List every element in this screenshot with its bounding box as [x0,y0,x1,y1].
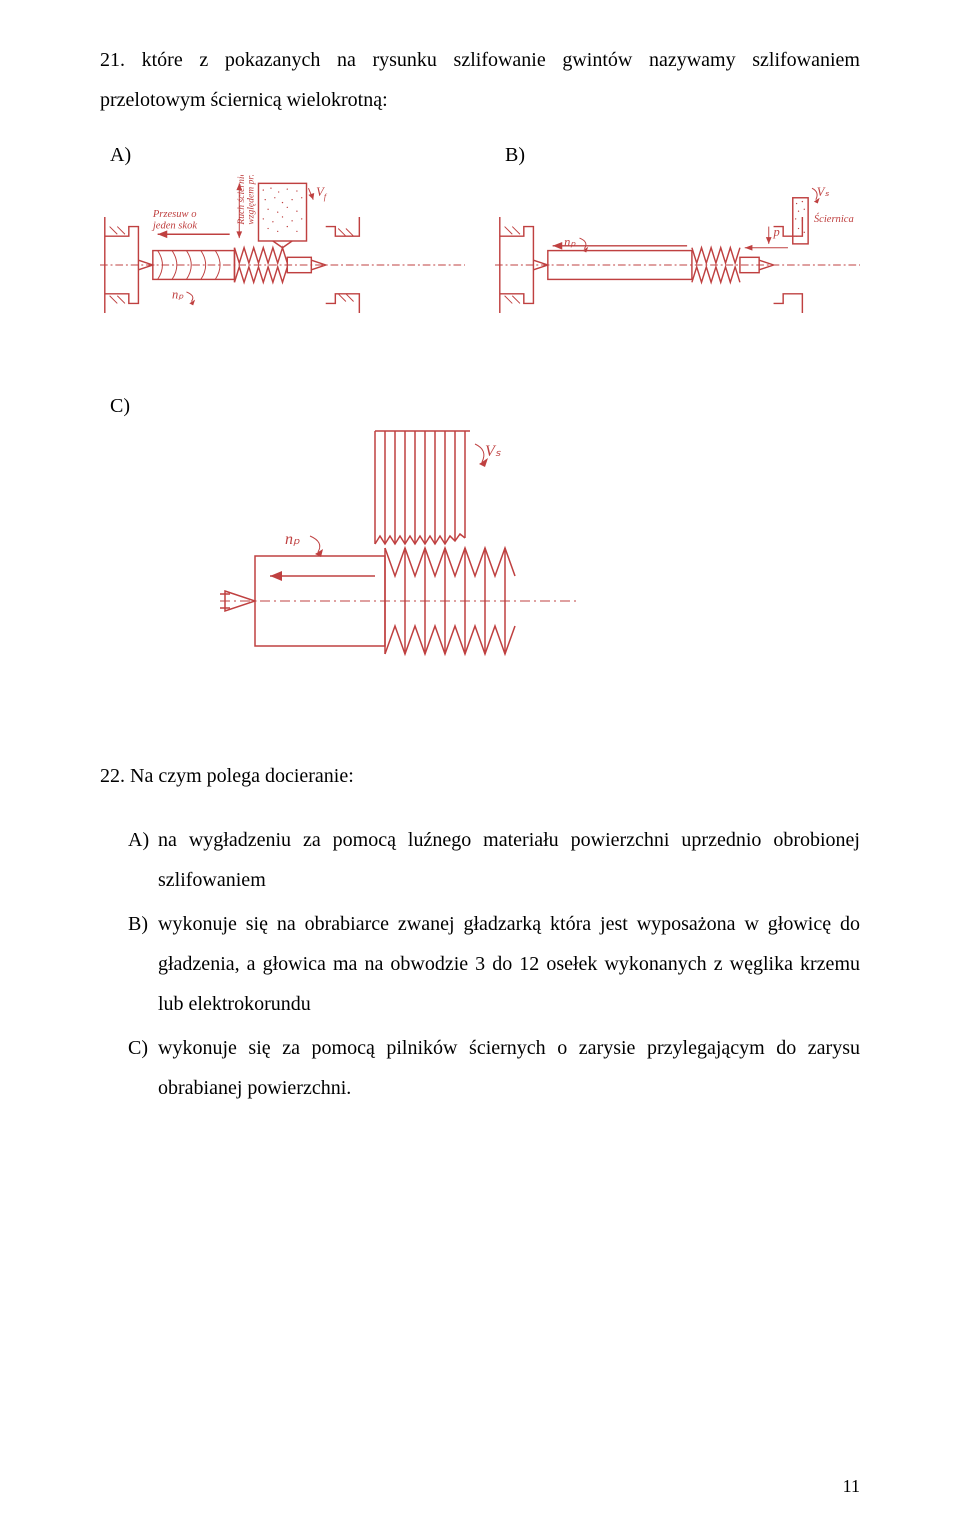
fig-b-vs: Vₛ [817,185,830,199]
page-container: 21. które z pokazanych na rysunku szlifo… [0,0,960,1537]
figure-a-label: A) [110,144,465,167]
fig-a-ruch2: względem przedm. [246,175,257,225]
figure-b-box: B) nₚ [495,144,860,355]
fig-c-vs: Vₛ [485,443,502,460]
fig-a-jeden: jeden skok [151,221,198,232]
q22-answers: A) na wygładzeniu za pomocą luźnego mate… [100,820,860,1108]
figures-row-ab: A) nₚ [100,144,860,355]
figure-a-diagram: nₚ Przesuw o jeden skok [100,175,465,355]
figure-c-diagram: nₚ [220,426,580,706]
q22-text: 22. Na czym polega docieranie: [100,756,860,796]
answer-marker: C) [128,1028,158,1108]
page-number: 11 [843,1476,860,1497]
fig-a-np: nₚ [172,288,184,302]
fig-b-sciernica: Ściernica [814,213,854,225]
answer-text: na wygładzeniu za pomocą luźnego materia… [158,820,860,900]
svg-text:f: f [324,192,328,202]
fig-b-p: p [773,225,780,239]
answer-marker: B) [128,904,158,1024]
fig-c-np: nₚ [285,531,300,548]
q22-body: Na czym polega docieranie: [130,765,354,787]
q22-answer-c: C) wykonuje się za pomocą pilników ścier… [128,1028,860,1108]
q22-answer-a: A) na wygładzeniu za pomocą luźnego mate… [128,820,860,900]
figure-a-box: A) nₚ [100,144,465,355]
q22-number: 22. [100,765,125,787]
q21-number: 21. [100,49,125,71]
figure-c-row: C) nₚ [100,395,860,706]
answer-text: wykonuje się za pomocą pilników ściernyc… [158,1028,860,1108]
fig-a-przesuw: Przesuw o [152,209,197,220]
figure-b-diagram: nₚ [495,175,860,355]
q21-body: które z pokazanych na rysunku szlifowani… [100,49,860,111]
q22-answer-b: B) wykonuje się na obrabiarce zwanej gła… [128,904,860,1024]
q21-text: 21. które z pokazanych na rysunku szlifo… [100,40,860,120]
answer-marker: A) [128,820,158,900]
fig-b-np: nₚ [564,235,576,249]
figure-c-label: C) [110,395,860,418]
figure-b-label: B) [505,144,860,167]
answer-text: wykonuje się na obrabiarce zwanej gładza… [158,904,860,1024]
